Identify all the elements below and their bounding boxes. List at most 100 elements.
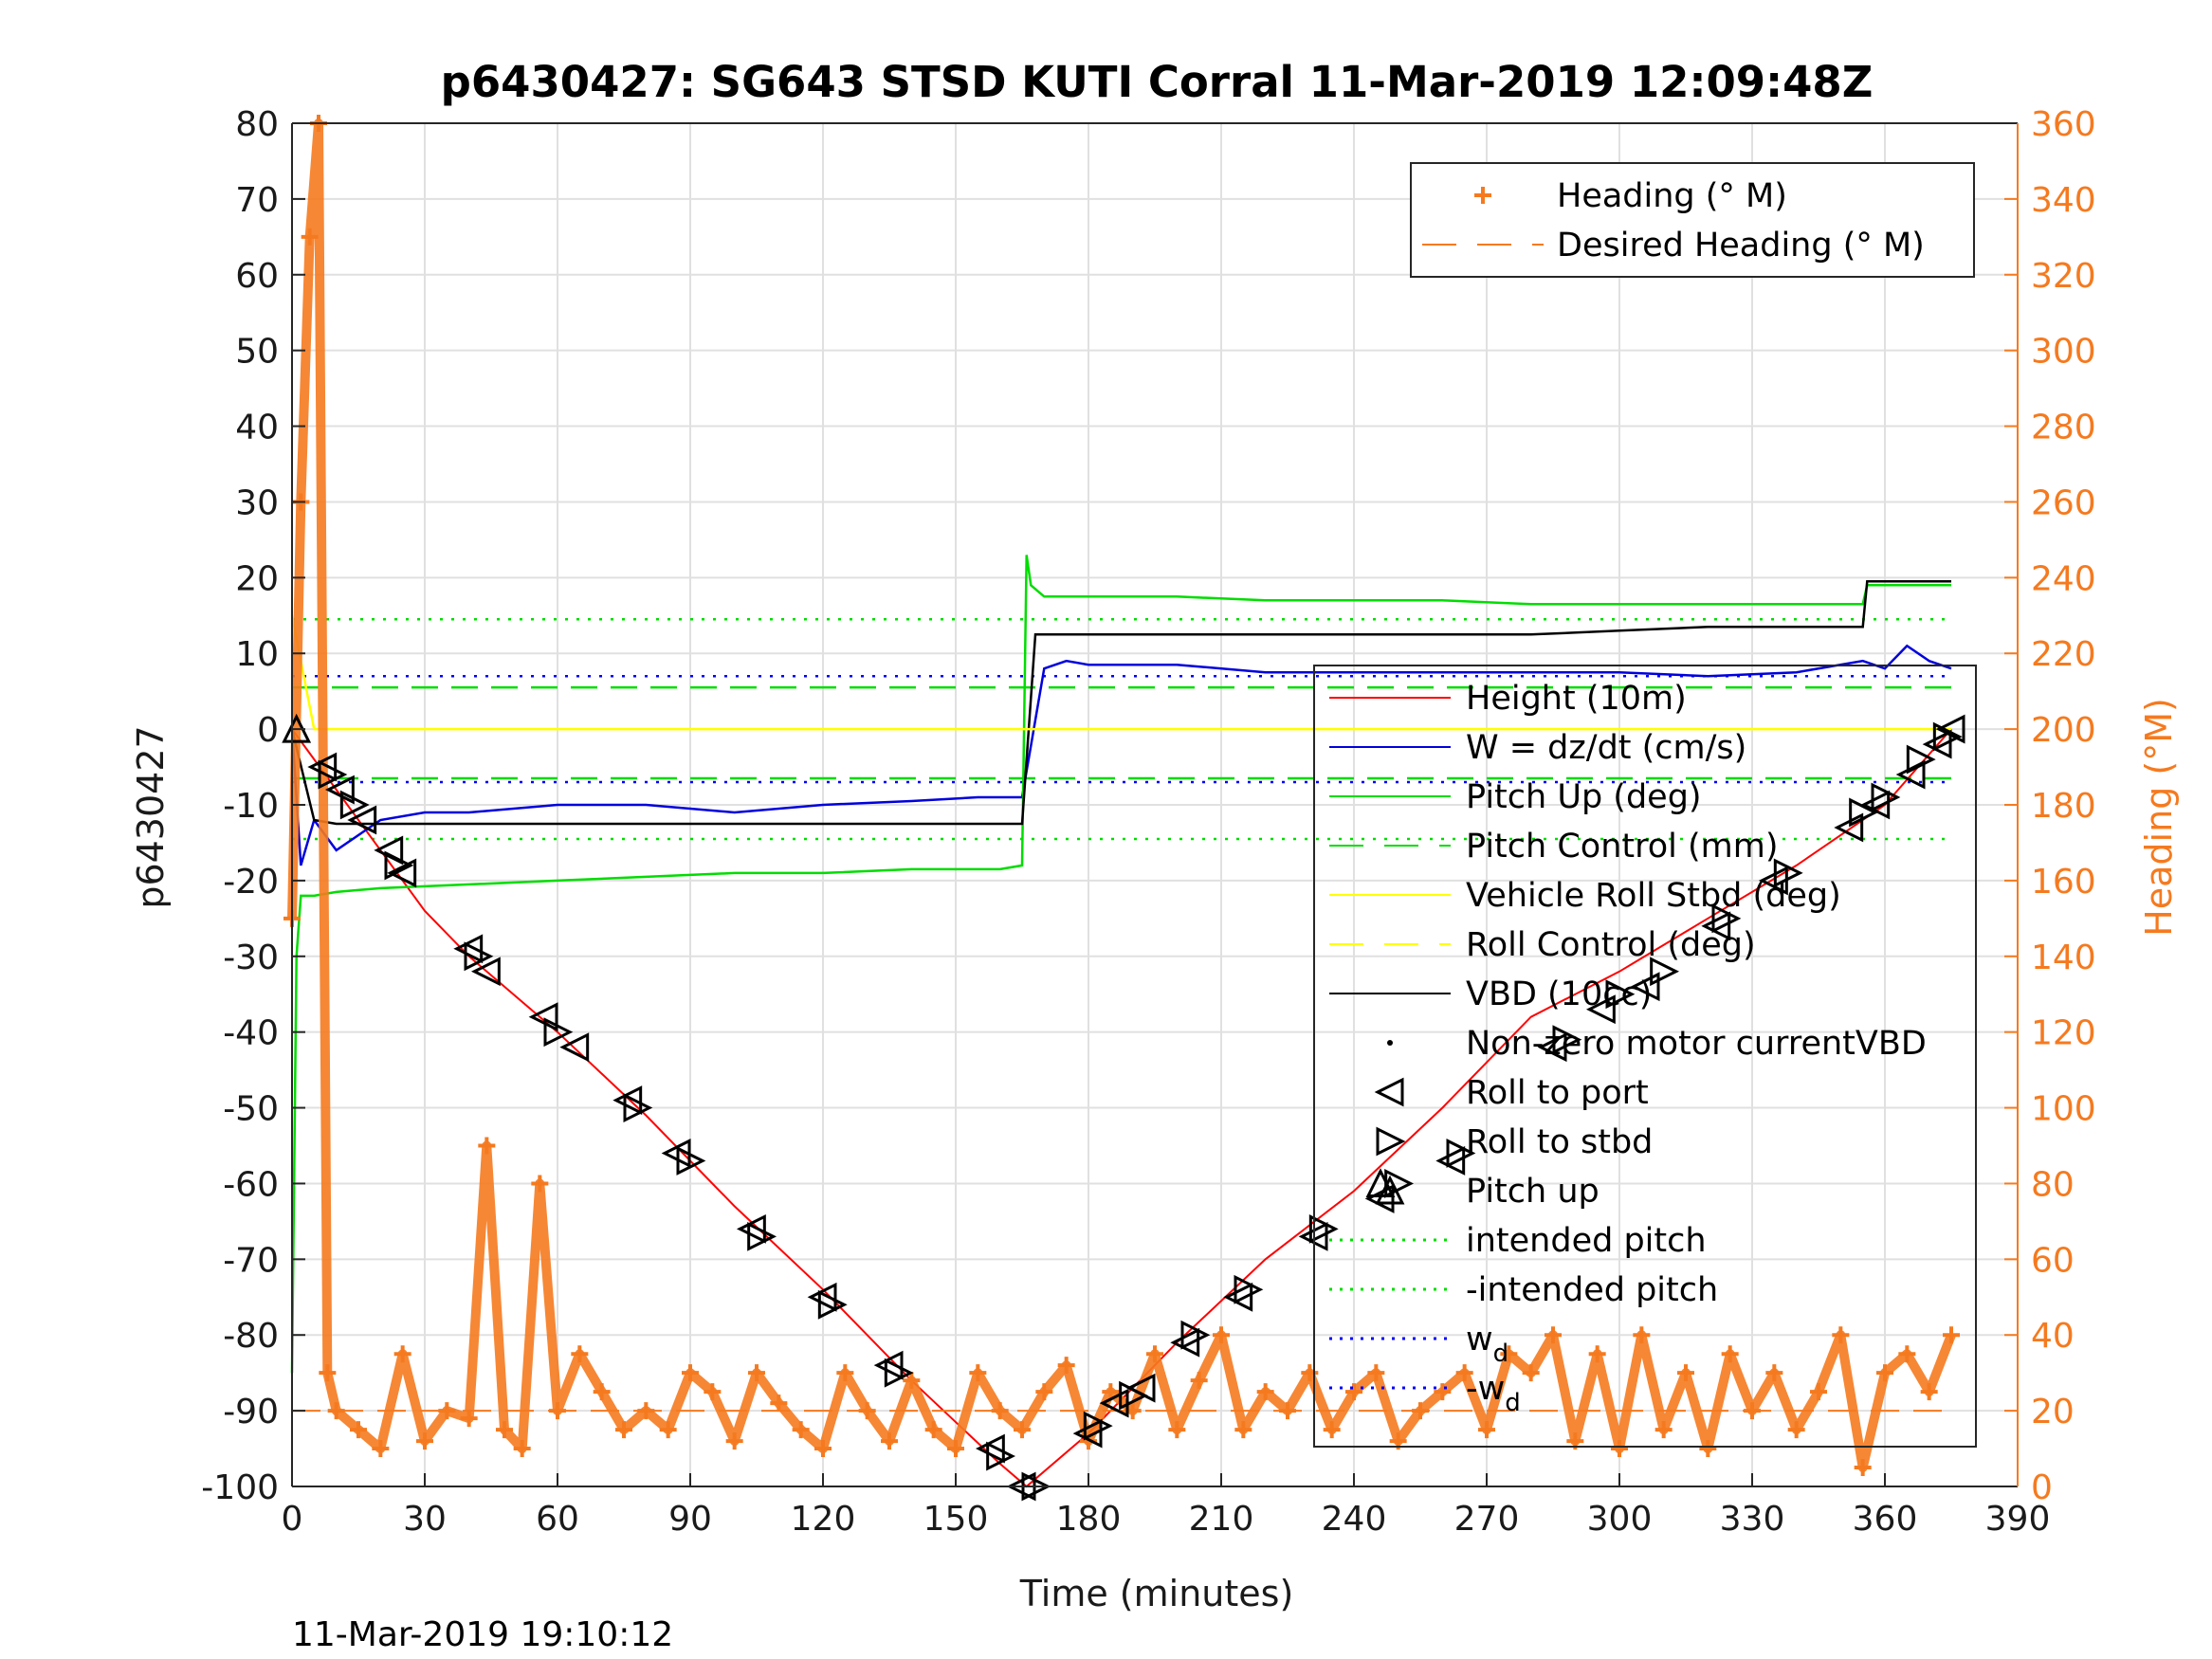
x-tick-label: 90	[668, 1500, 712, 1539]
legend-label-text: -intended pitch	[1466, 1271, 1718, 1309]
heading-point	[593, 1383, 611, 1401]
roll-to-stbd-marker	[1119, 1380, 1149, 1411]
heading-point	[1810, 1383, 1827, 1401]
legend-label-text: VBD (10cc)	[1466, 975, 1652, 1013]
heading-point	[393, 1345, 411, 1363]
y-tick-label: 10	[235, 635, 279, 674]
heading-point	[478, 1137, 496, 1155]
heading-point	[1434, 1383, 1452, 1401]
x-tick-label: 300	[1587, 1500, 1653, 1539]
x-tick-label: 180	[1056, 1500, 1122, 1539]
roll-to-port-marker	[736, 1213, 766, 1244]
heading-point	[1234, 1421, 1252, 1439]
y-tick-label: -60	[223, 1165, 279, 1204]
heading-point	[1345, 1383, 1362, 1401]
legend-label: W = dz/dt (cm/s)	[1466, 729, 1746, 767]
roll-to-stbd-marker	[318, 759, 348, 790]
roll-to-port-marker	[1935, 714, 1965, 744]
heading-point	[969, 1364, 987, 1382]
roll-to-port-marker	[387, 858, 417, 888]
heading-point	[1035, 1383, 1053, 1401]
x-tick-label: 330	[1720, 1500, 1785, 1539]
legend-label-text: Roll to port	[1466, 1074, 1649, 1112]
legend-label-text: intended pitch	[1466, 1222, 1707, 1260]
roll-to-port-marker	[1922, 729, 1952, 759]
roll-to-port-marker	[453, 934, 484, 964]
heading-point	[770, 1395, 788, 1413]
heading-point	[1765, 1364, 1783, 1382]
legend-label: Pitch up	[1466, 1173, 1600, 1211]
legend-swatch	[1374, 1077, 1404, 1107]
heading-point	[1256, 1383, 1274, 1401]
legend-label: wd	[1466, 1321, 1508, 1368]
x-tick-label: 240	[1322, 1500, 1387, 1539]
heading-point	[1146, 1345, 1163, 1363]
y-tick-label: 60	[235, 257, 279, 296]
legend-label: VBD (10cc)	[1466, 975, 1652, 1013]
roll-to-port-marker	[1895, 759, 1926, 790]
heading-point	[1898, 1345, 1916, 1363]
heading-point	[836, 1364, 854, 1382]
roll-to-stbd-marker	[747, 1221, 777, 1251]
heading-point	[350, 1421, 367, 1439]
heading-point	[1545, 1326, 1562, 1344]
legend-label-text: w	[1466, 1321, 1493, 1358]
y-tick-label: 80	[235, 105, 279, 144]
footer-timestamp: 11-Mar-2019 19:10:12	[292, 1615, 673, 1654]
roll-to-stbd-marker	[1234, 1274, 1264, 1304]
heading-point	[1943, 1326, 1960, 1344]
heading-point	[372, 1440, 390, 1458]
x-tick-label: 390	[1985, 1500, 2051, 1539]
heading-point	[1787, 1421, 1805, 1439]
legend-label: Pitch Control (mm)	[1466, 828, 1778, 866]
heading-point	[682, 1364, 699, 1382]
roll-to-port-marker	[975, 1433, 1005, 1464]
heading-point	[571, 1345, 589, 1363]
heading-point	[496, 1421, 513, 1439]
markers-layer	[282, 713, 1965, 1502]
x-tick-label: 0	[282, 1500, 303, 1539]
tick-labels: 0 30 60 90 120 150 180 210 240 270 300 330 360 390807…	[201, 105, 2095, 1539]
heading-point	[792, 1421, 810, 1439]
heading-point	[1500, 1345, 1518, 1363]
roll-to-port-marker	[873, 1350, 904, 1380]
roll-to-stbd-marker	[884, 1358, 914, 1388]
roll-to-stbd-marker	[1711, 903, 1742, 934]
legend-label: -intended pitch	[1466, 1271, 1718, 1309]
y-tick-label: 30	[235, 483, 279, 522]
right-y-tick-label: 160	[2031, 863, 2096, 902]
legend-label-text: Roll Control (deg)	[1466, 926, 1756, 964]
right-y-tick-label: 60	[2031, 1241, 2075, 1280]
heading-point	[1654, 1421, 1673, 1439]
heading-point	[1522, 1364, 1540, 1382]
legend-label-subscript: d	[1493, 1340, 1509, 1368]
legend-label: Height (10m)	[1466, 680, 1687, 718]
legend-heading: Heading (° M) Desired Heading (° M)	[1410, 162, 1975, 278]
right-y-axis-label: Heading (°M)	[2138, 698, 2180, 937]
roll-to-stbd-marker	[384, 850, 414, 881]
legend-label: Roll to stbd	[1466, 1123, 1653, 1161]
legend-label: Vehicle Roll Stbd (deg)	[1466, 877, 1841, 915]
legend-label: Pitch Up (deg)	[1466, 778, 1702, 816]
heading-point	[1323, 1421, 1341, 1439]
heading-point	[725, 1432, 743, 1450]
roll-to-port-marker	[1435, 1146, 1466, 1176]
legend-label-subscript: d	[1505, 1389, 1521, 1417]
legend-label-text: W = dz/dt (cm/s)	[1466, 729, 1746, 767]
heading-point	[1920, 1383, 1938, 1401]
roll-to-stbd-marker	[1083, 1411, 1113, 1441]
chart-title: p6430427: SG643 STSD KUTI Corral 11-Mar-…	[441, 57, 1874, 107]
y-tick-label: 40	[235, 409, 279, 447]
heading-point	[1057, 1357, 1075, 1375]
roll-to-port-marker	[612, 1085, 643, 1115]
right-y-tick-label: 20	[2031, 1393, 2075, 1431]
legend-top-label: Desired Heading (° M)	[1557, 227, 1925, 264]
roll-to-stbd-marker	[1446, 1139, 1476, 1168]
y-tick-label: -80	[223, 1317, 279, 1356]
legend-swatch	[1376, 1126, 1406, 1157]
right-y-tick-label: 280	[2031, 409, 2096, 447]
legend-label-text: Vehicle Roll Stbd (deg)	[1466, 877, 1841, 915]
roll-to-stbd-marker	[1906, 744, 1936, 775]
y-tick-label: 50	[235, 333, 279, 372]
roll-to-stbd-marker	[543, 1017, 574, 1048]
